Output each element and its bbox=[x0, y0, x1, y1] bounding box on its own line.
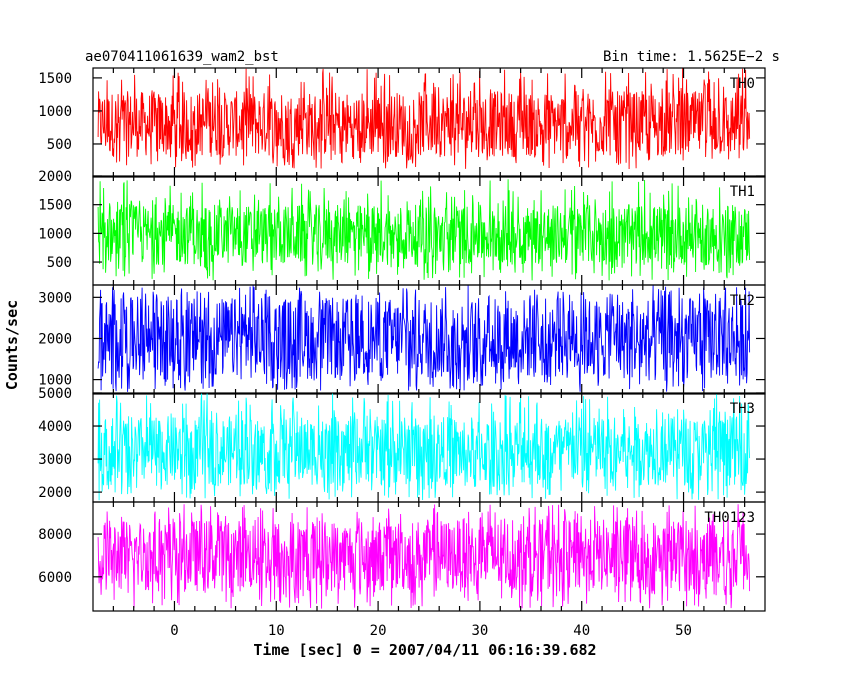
x-tick-label: 0 bbox=[170, 623, 178, 639]
y-tick-label: 3000 bbox=[38, 290, 72, 306]
y-tick-label: 2000 bbox=[38, 331, 72, 347]
panel-frame bbox=[92, 284, 766, 395]
x-tick-label: 50 bbox=[675, 623, 692, 639]
y-tick-label: 1000 bbox=[38, 104, 72, 120]
panel-th3: TH3 2000 3000 4000 5000 bbox=[38, 386, 766, 503]
y-tick-label: 1500 bbox=[38, 198, 72, 214]
y-tick-label: 4000 bbox=[38, 419, 72, 435]
panel-th2: TH2 1000 2000 3000 bbox=[38, 284, 766, 395]
y-tick-label: 1500 bbox=[38, 71, 72, 87]
x-tick-label: 20 bbox=[370, 623, 387, 639]
panels-group: TH050010001500TH1500100015002000TH210002… bbox=[38, 67, 766, 639]
y-tick-label: 500 bbox=[47, 137, 72, 153]
series-line-th0123 bbox=[97, 504, 751, 609]
panel-label: TH0123 bbox=[704, 510, 755, 526]
panel-th1: TH1 500 1000 1500 2000 bbox=[38, 169, 766, 286]
chart-title: ae070411061639_wam2_bst bbox=[85, 49, 279, 65]
y-tick-label: 3000 bbox=[38, 452, 72, 468]
y-tick-label: 1000 bbox=[38, 226, 72, 242]
panel-frame bbox=[92, 501, 766, 612]
series-line-th0 bbox=[97, 68, 751, 170]
panel-frame bbox=[92, 67, 766, 178]
y-tick-label: 6000 bbox=[38, 570, 72, 586]
panel-label: TH3 bbox=[730, 401, 755, 417]
y-tick-label: 1000 bbox=[38, 373, 72, 389]
y-axis-title: Counts/sec bbox=[3, 300, 21, 390]
panel-label: TH0 bbox=[730, 76, 755, 92]
series-line-th3 bbox=[97, 393, 751, 501]
bin-time-label: Bin time: 1.5625E−2 s bbox=[603, 49, 780, 65]
y-tick-label: 8000 bbox=[38, 527, 72, 543]
series-line-th1 bbox=[97, 179, 751, 281]
x-tick-label: 10 bbox=[268, 623, 285, 639]
panel-label: TH2 bbox=[730, 293, 755, 309]
y-tick-label: 2000 bbox=[38, 169, 72, 185]
x-tick-label: 30 bbox=[471, 623, 488, 639]
panel-label: TH1 bbox=[730, 184, 755, 200]
y-tick-label: 500 bbox=[47, 255, 72, 271]
series-line-th2 bbox=[97, 285, 751, 392]
y-tick-label: 5000 bbox=[38, 386, 72, 402]
x-axis-title: Time [sec] 0 = 2007/04/11 06:16:39.682 bbox=[253, 641, 596, 659]
x-tick-label: 40 bbox=[573, 623, 590, 639]
panel-th0123: TH0123 6000 8000 0 10 20 30 40 50 bbox=[38, 501, 766, 639]
y-tick-label: 2000 bbox=[38, 485, 72, 501]
panel-th0: TH0 500 1000 1500 bbox=[38, 67, 766, 178]
